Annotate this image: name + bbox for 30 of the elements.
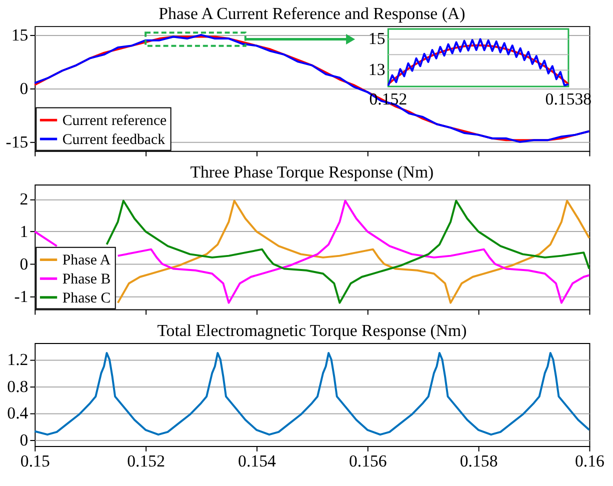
legend-label: Current feedback [62,132,166,148]
legend-label: Phase B [62,272,111,288]
line-series [387,38,570,87]
chart-title: Phase A Current Reference and Response (A) [158,4,466,24]
legend-label: Phase A [62,252,111,269]
line-series [34,352,590,436]
chart-title: Three Phase Torque Response (Nm) [190,162,434,182]
x-tick-label: 0.152 [127,451,166,470]
chart-title: Total Electromagnetic Torque Response (Nm) [157,321,467,340]
y-tick-label: 13 [368,60,386,80]
x-tick-label: 0.16 [575,451,604,470]
x-tick-label: 0.154 [238,451,276,470]
y-tick-label: 15 [11,25,28,44]
x-tick-label: 0.156 [348,451,387,470]
y-tick-label: 0 [20,78,28,98]
line-series [387,44,570,86]
y-tick-label: 1.2 [7,350,28,370]
y-tick-label: 2 [20,190,28,209]
x-tick-label: 0.15 [20,451,50,470]
y-tick-label: 0.4 [7,404,29,423]
y-tick-label: 0 [20,430,28,450]
y-tick-label: 0 [20,254,28,274]
legend-label: Current reference [62,113,168,130]
y-tick-label: -15 [6,132,28,152]
legend-label: Phase C [62,290,111,306]
y-tick-label: -1 [14,286,28,306]
y-tick-label: 1 [20,222,28,241]
x-tick-label: 0.158 [460,451,498,470]
y-tick-label: 0.8 [7,376,28,396]
y-tick-label: 15 [368,29,386,48]
